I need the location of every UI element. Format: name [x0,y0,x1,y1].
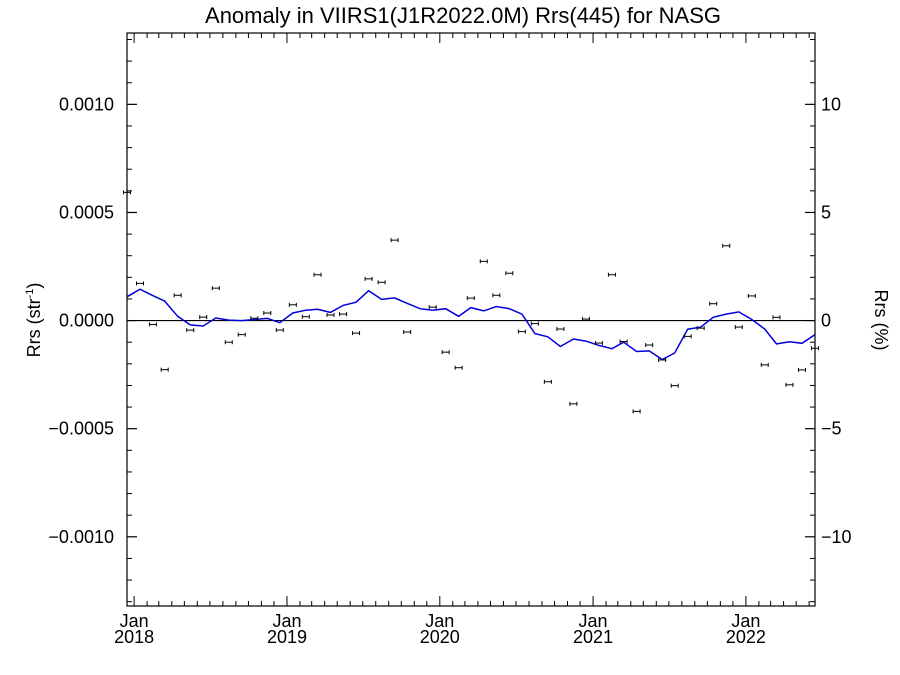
x-tick-year-label: 2018 [114,627,154,647]
data-point [313,272,322,277]
data-point [492,293,501,298]
data-point [211,286,220,291]
y-right-tick-label: −5 [821,419,842,439]
data-point [760,362,769,367]
smooth-line [126,288,816,361]
data-point [722,243,731,248]
data-point [173,293,182,298]
y-right-tick-label: 0 [821,311,831,331]
y-axis-label: Rrs (str-1) [24,283,44,358]
data-point [658,357,667,362]
x-tick-month-label: Jan [120,611,149,631]
y-tick-label: 0.0005 [59,202,114,222]
chart-title: Anomaly in VIIRS1(J1R2022.0M) Rrs(445) f… [205,3,721,28]
x-tick-year-label: 2022 [726,627,766,647]
data-point [237,332,246,337]
data-point [772,315,781,320]
y-right-tick-label: 5 [821,202,831,222]
data-point [747,293,756,298]
x-tick-month-label: Jan [731,611,760,631]
data-point [364,276,373,281]
data-point [224,340,233,345]
data-point [428,305,437,310]
data-point [683,334,692,339]
data-point [505,271,514,276]
data-point [301,314,310,319]
data-point [632,409,641,414]
y-axis-label-base: Rrs (str [24,298,44,357]
y-axis-label-end: ) [24,283,44,289]
x-tick-year-label: 2020 [420,627,460,647]
data-point [326,312,335,317]
data-point [250,316,259,321]
data-point [517,329,526,334]
data-point [352,331,361,336]
data-point [556,327,565,332]
y-axis-label-sup: -1 [24,289,36,299]
y-right-tick-label: −10 [821,527,852,547]
data-point [454,365,463,370]
data-point [696,326,705,331]
data-point [581,317,590,322]
plot-frame [126,32,816,607]
y-axis-right-label: Rrs (%) [871,290,891,351]
data-point [479,259,488,264]
data-point [530,321,539,326]
y-tick-label: −0.0010 [48,527,114,547]
data-point [798,367,807,372]
data-point [339,312,348,317]
data-point [441,350,450,355]
x-tick-year-label: 2019 [267,627,307,647]
x-tick-year-label: 2021 [573,627,613,647]
data-point [709,301,718,306]
data-point [645,343,654,348]
data-point [263,311,272,316]
x-tick-month-label: Jan [425,611,454,631]
data-point [466,296,475,301]
x-tick-month-label: Jan [272,611,301,631]
data-point [390,238,399,243]
data-point [734,325,743,330]
y-tick-label: −0.0005 [48,419,114,439]
data-point [569,401,578,406]
y-tick-label: 0.0000 [59,311,114,331]
data-point [148,322,157,327]
data-point [199,315,208,320]
data-point [619,339,628,344]
data-point [275,328,284,333]
y-tick-label: 0.0010 [59,94,114,114]
data-point [607,272,616,277]
data-point [160,367,169,372]
x-tick-month-label: Jan [579,611,608,631]
data-point [670,383,679,388]
data-point [288,302,297,307]
y-right-tick-label: 10 [821,94,841,114]
data-point [543,379,552,384]
data-point [377,280,386,285]
data-point [186,328,195,333]
data-point [785,382,794,387]
data-point [403,330,412,335]
data-point [135,281,144,286]
plot-area: 0.0010 0.0005 0.0000 −0.0005 −0.0010 10 5 0 −5 −1… [48,33,852,647]
data-point [594,341,603,346]
